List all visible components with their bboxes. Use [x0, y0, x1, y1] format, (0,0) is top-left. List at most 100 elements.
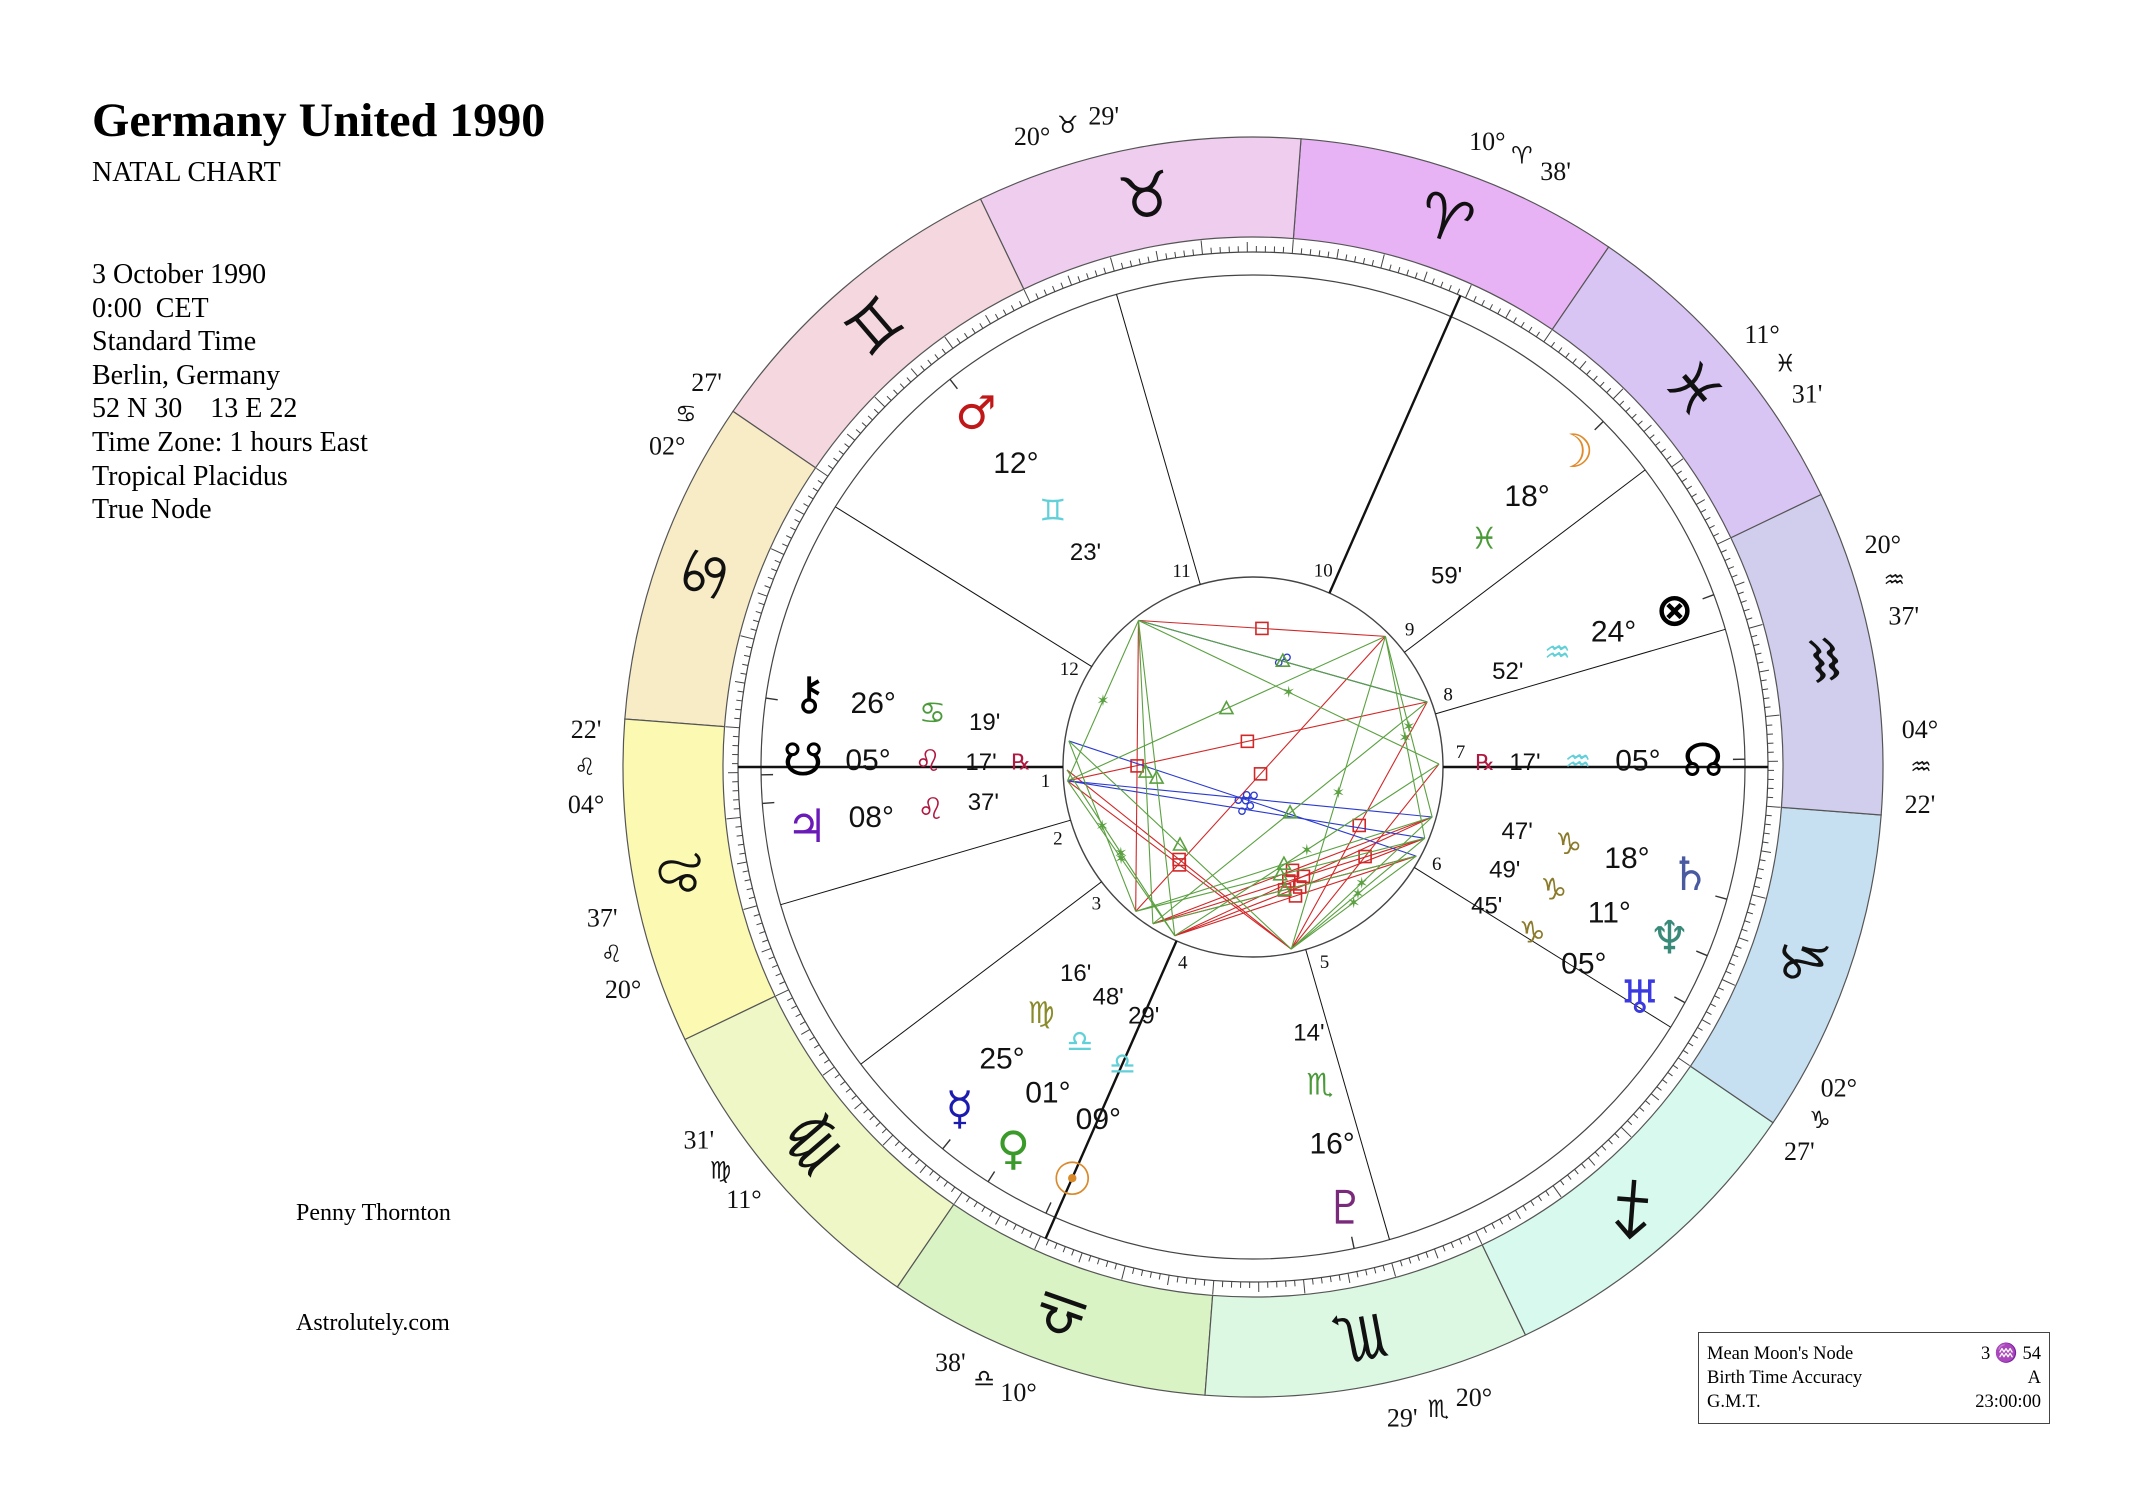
house-cusp-line-10	[1328, 295, 1462, 594]
aspect-line-sextile	[1174, 763, 1440, 937]
degree-tick	[1499, 1218, 1504, 1225]
degree-tick	[1382, 1265, 1386, 1272]
cusp-minutes: 29'	[1387, 1404, 1418, 1433]
planet-degree: 11°	[1588, 896, 1631, 929]
house-cusp-line-11	[1115, 294, 1201, 585]
degree-tick	[785, 535, 792, 539]
degree-tick	[818, 1051, 825, 1056]
cusp-sign-icon: ♉	[1057, 111, 1079, 139]
degree-tick	[1060, 282, 1064, 289]
house-number-10: 10	[1314, 561, 1333, 582]
aspect-sextile-icon: ✶	[1096, 691, 1109, 710]
birth-date: 3 October 1990	[92, 259, 267, 290]
degree-tick	[994, 313, 999, 320]
degree-tick	[1077, 276, 1081, 283]
house-number-5: 5	[1320, 952, 1330, 973]
aspect-sextile-icon: ✶	[1402, 717, 1415, 736]
cusp-minutes: 31'	[1792, 379, 1823, 408]
degree-tick	[743, 654, 751, 658]
cusp-minutes: 31'	[684, 1126, 715, 1155]
planet-degree: 24°	[1591, 616, 1636, 649]
degree-tick	[1612, 388, 1624, 400]
degree-tick	[1473, 296, 1477, 302]
aspect-line-sextile	[1138, 619, 1440, 765]
planet-tick	[765, 697, 778, 701]
aspect-line-opposition	[1068, 740, 1417, 857]
site-credit: Astrolutely.com	[296, 1310, 450, 1336]
house-system: Tropical Placidus	[92, 460, 288, 492]
degree-tick	[742, 870, 749, 873]
aspect-line-sextile	[1290, 816, 1433, 950]
degree-tick	[1096, 1258, 1100, 1265]
cusp-labels: 04°♌22'20°♌37'11°♍31'10°♎38'20°♏29'02°♑2…	[568, 101, 1938, 1432]
degree-tick	[800, 1028, 811, 1035]
aspect-opposition-icon: ☍	[1233, 788, 1251, 809]
degree-tick	[1729, 962, 1735, 966]
degree-tick	[1414, 272, 1418, 279]
cusp-label-5: 20°♏ 29'	[1387, 1383, 1492, 1433]
degree-tick	[1753, 885, 1760, 888]
degree-tick	[1751, 634, 1758, 638]
degree-tick	[1692, 1034, 1699, 1039]
aspect-line-square	[1290, 701, 1428, 950]
degree-tick	[1450, 1242, 1454, 1249]
degree-tick	[1300, 248, 1303, 255]
cusp-minutes: 27'	[1784, 1137, 1815, 1166]
degree-tick	[1291, 239, 1294, 254]
degree-tick	[1682, 1049, 1689, 1054]
pluto-icon: ♇	[1325, 1180, 1366, 1234]
degree-tick	[973, 1201, 978, 1208]
cusp-degree: 10°	[1469, 127, 1505, 156]
degree-tick	[1559, 1179, 1565, 1186]
degree-tick	[803, 503, 809, 508]
degree-tick	[1579, 360, 1587, 370]
degree-tick	[1140, 1269, 1144, 1277]
cusp-label-4: 10°♎38'	[935, 1348, 1037, 1407]
degree-tick	[1709, 524, 1715, 529]
planet-degree: 05°	[845, 744, 890, 777]
aspect-line-opposition	[1067, 780, 1433, 818]
aspect-trine-icon	[1137, 763, 1154, 778]
aspect-line-sextile	[1066, 769, 1176, 937]
time-type: Standard Time	[92, 326, 257, 358]
degree-tick	[725, 726, 740, 729]
degree-tick	[1132, 1267, 1135, 1274]
degree-tick	[929, 1170, 934, 1176]
house-cusp-line-3	[860, 881, 1102, 1065]
degree-tick	[1192, 249, 1195, 256]
degree-tick	[816, 467, 829, 477]
degree-tick	[768, 956, 775, 960]
degree-tick	[1045, 1239, 1050, 1246]
degree-tick	[1587, 1157, 1596, 1166]
degree-tick	[953, 1191, 963, 1204]
aspect-line-trine	[1152, 855, 1417, 925]
degree-tick	[1557, 347, 1563, 353]
degree-tick	[1054, 1243, 1058, 1249]
degree-tick	[1336, 248, 1339, 259]
degree-tick	[1475, 1231, 1483, 1245]
sign-icon-scorpio: ♏	[1327, 1298, 1393, 1377]
degree-tick	[1155, 250, 1159, 261]
cusp-minutes: 38'	[935, 1348, 966, 1377]
planet-minutes: 52'	[1492, 658, 1523, 685]
planet-venus: ♀ 01° ♎ 48'	[987, 984, 1124, 1183]
degree-tick	[1417, 1254, 1420, 1261]
degree-tick	[1345, 254, 1348, 261]
jupiter-icon: ♃	[786, 799, 827, 853]
degree-tick	[1514, 1209, 1521, 1220]
house-cusp-line-2	[780, 819, 1071, 906]
sign-icon-aquarius: ♒	[1784, 627, 1863, 693]
degree-tick	[844, 443, 850, 448]
degree-tick	[1594, 1151, 1600, 1157]
degree-tick	[1165, 253, 1168, 260]
cusp-sign-icon: ♌	[601, 940, 623, 968]
degree-tick	[1481, 299, 1485, 306]
degree-tick	[1138, 258, 1141, 265]
degree-tick	[1043, 289, 1048, 296]
aspect-sextile-icon: ✶	[1347, 893, 1360, 912]
degree-tick	[736, 861, 747, 865]
venus-icon: ♀	[996, 1121, 1030, 1175]
planet-tick	[1350, 1236, 1355, 1249]
degree-tick	[1700, 508, 1707, 513]
